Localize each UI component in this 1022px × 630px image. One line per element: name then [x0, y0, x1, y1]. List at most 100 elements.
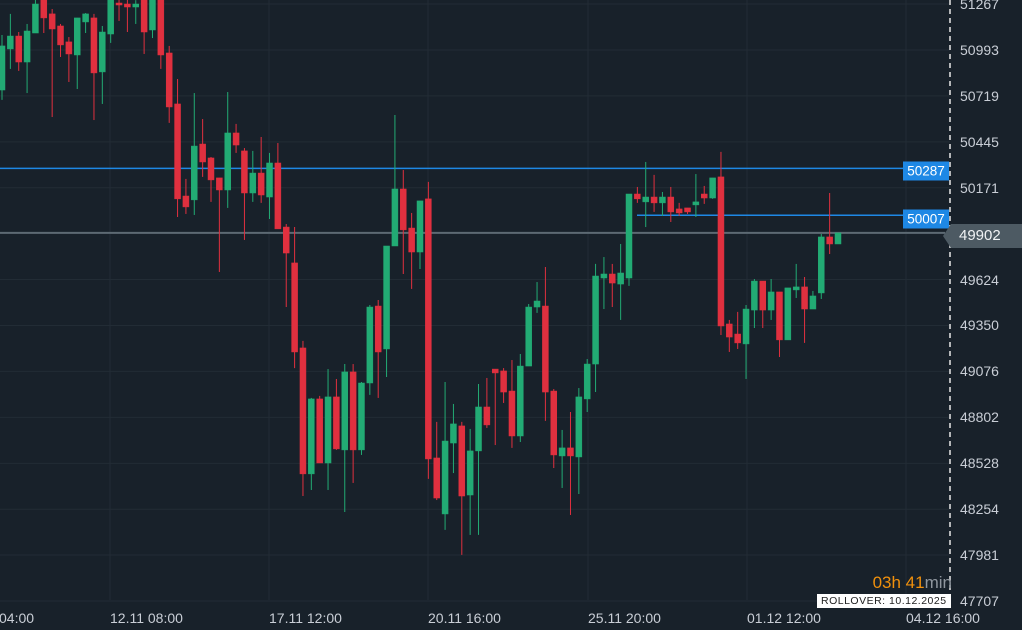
candle-body	[374, 305, 382, 353]
candle-body	[182, 195, 190, 208]
candle-body	[349, 371, 357, 451]
price-tick-label: 50993	[960, 41, 999, 58]
candle-body	[517, 365, 524, 437]
candle-body	[383, 245, 390, 350]
countdown-value: 03h 41	[872, 573, 925, 592]
candle-body	[784, 287, 792, 341]
candle-body	[107, 0, 114, 35]
countdown-unit: min	[924, 573, 952, 592]
candle-body	[450, 423, 457, 444]
candle-body	[157, 0, 165, 56]
price-tick-label: 49350	[960, 317, 999, 334]
candle-body	[583, 363, 591, 400]
time-tick-label: 04.12 16:00	[906, 610, 980, 626]
candle-body	[625, 193, 633, 279]
candle-body	[23, 30, 31, 63]
candle-body	[333, 396, 340, 450]
price-tick-label: 49076	[960, 363, 999, 380]
candle-body	[174, 103, 181, 200]
candle-body	[282, 226, 290, 254]
candle-body	[99, 31, 106, 73]
candle-body	[726, 323, 733, 338]
candle-body	[533, 300, 541, 308]
candle-body	[700, 193, 708, 199]
candle-body	[500, 370, 507, 393]
price-tick-label: 48254	[960, 501, 999, 518]
price-tick-label: 49624	[960, 271, 999, 288]
candle-body	[400, 188, 407, 231]
price-tick-label: 50445	[960, 133, 999, 150]
candle-body	[232, 132, 240, 146]
price-tick-label: 48528	[960, 455, 999, 472]
candle-body	[115, 2, 123, 6]
candle-body	[48, 13, 56, 30]
candle-body	[809, 295, 817, 310]
candle-body	[341, 371, 349, 451]
candle-body	[149, 0, 156, 31]
candle-body	[567, 447, 574, 457]
candle-body	[32, 3, 39, 34]
candle-body	[90, 17, 98, 74]
candle-body	[316, 398, 323, 464]
candle-body	[491, 368, 499, 374]
candle-body	[667, 196, 675, 213]
candle-body	[466, 450, 474, 496]
price-tick-label: 47707	[960, 593, 999, 609]
candle-body	[124, 3, 131, 8]
candle-body	[274, 162, 282, 230]
candle-body	[441, 440, 449, 515]
candle-body	[358, 382, 365, 451]
candle-body	[65, 41, 73, 55]
time-tick-label: 25.11 20:00	[588, 610, 661, 626]
candle-body	[801, 286, 808, 310]
candle-body	[575, 396, 583, 458]
price-tick-label: 48802	[960, 409, 999, 426]
candle-body	[199, 143, 206, 163]
candle-body	[675, 208, 683, 214]
candle-body	[792, 286, 800, 291]
candle-body	[617, 272, 624, 285]
candle-countdown: 03h 41min	[873, 573, 952, 593]
candle-body	[7, 35, 14, 50]
candle-body	[416, 200, 424, 253]
candle-body	[751, 280, 758, 311]
candle-body	[542, 305, 549, 393]
candle-body	[550, 390, 558, 456]
candle-body	[767, 291, 775, 311]
candle-body	[634, 193, 641, 200]
level-label-2[interactable]: 50007	[903, 209, 949, 229]
time-tick-label: 17.11 12:00	[269, 610, 342, 626]
time-tick-label: 01.12 12:00	[747, 610, 821, 626]
candle-body	[592, 275, 599, 365]
candle-body	[408, 227, 415, 253]
time-tick-label: 04:00	[0, 610, 35, 626]
candle-body	[324, 396, 332, 464]
candle-body	[475, 406, 482, 452]
candle-body	[659, 196, 666, 204]
candle-body	[132, 3, 140, 8]
candle-body	[291, 262, 298, 353]
candle-body	[165, 52, 173, 108]
candle-body	[717, 176, 725, 327]
price-tick-label: 50719	[960, 87, 999, 104]
time-tick-label: 20.11 16:00	[428, 610, 501, 626]
time-tick-label: 12.11 08:00	[110, 610, 183, 626]
rollover-badge: ROLLOVER: 10.12.2025	[817, 594, 951, 608]
candle-body	[826, 236, 833, 245]
candle-body	[642, 196, 649, 203]
candle-body	[525, 306, 532, 367]
candle-body	[191, 145, 198, 201]
candle-body	[742, 308, 750, 345]
candle-body	[818, 236, 825, 294]
candle-body	[241, 150, 248, 194]
candle-body	[483, 406, 491, 426]
candle-body	[257, 172, 265, 196]
level-label-1[interactable]: 50287	[903, 161, 949, 181]
candle-body	[82, 13, 89, 23]
candle-body	[40, 0, 48, 19]
candle-body	[266, 162, 273, 198]
candle-body	[0, 45, 6, 91]
candle-body	[308, 398, 315, 475]
candle-body	[140, 0, 148, 33]
